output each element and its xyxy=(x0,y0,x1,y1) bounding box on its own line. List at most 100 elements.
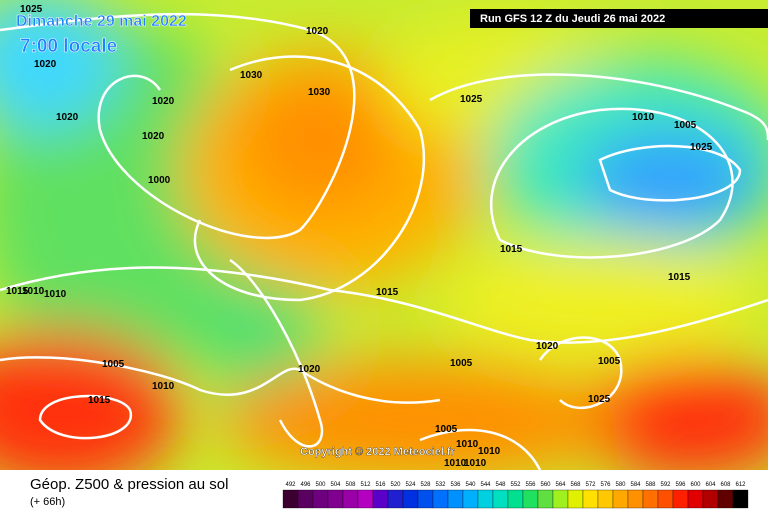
legend-label: 528 xyxy=(420,482,431,488)
legend-cell xyxy=(417,489,434,509)
legend-cell xyxy=(687,489,704,509)
legend-label: 520 xyxy=(390,482,401,488)
isobar-label: 1010 xyxy=(44,289,67,300)
isobar-label: 1010 xyxy=(22,286,45,297)
legend-label: 556 xyxy=(525,482,536,488)
legend-label: 516 xyxy=(375,482,386,488)
isobar-label: 1015 xyxy=(668,272,691,283)
legend-label: 592 xyxy=(660,482,671,488)
legend-label: 568 xyxy=(570,482,581,488)
legend-label: 564 xyxy=(555,482,566,488)
isobar-label: 1010 xyxy=(632,112,655,123)
legend-label: 492 xyxy=(285,482,296,488)
isobars xyxy=(0,12,768,471)
legend-label: 572 xyxy=(585,482,596,488)
legend-label: 532 xyxy=(435,482,446,488)
isobar-label: 1005 xyxy=(102,359,125,370)
legend-cell xyxy=(627,489,644,509)
legend-label: 540 xyxy=(465,482,476,488)
legend-cell xyxy=(612,489,629,509)
legend-cell xyxy=(657,489,674,509)
isobar-label: 1020 xyxy=(142,131,165,142)
isobar-label: 1005 xyxy=(674,120,697,131)
isobar-label: 1025 xyxy=(20,4,43,15)
isobar-label: 1015 xyxy=(6,286,29,297)
isobar-label: 1005 xyxy=(450,358,473,369)
legend-label: 560 xyxy=(540,482,551,488)
isobar-label: 1010 xyxy=(152,381,175,392)
legend-cell xyxy=(597,489,614,509)
legend-cell xyxy=(507,489,524,509)
run-box xyxy=(470,9,768,28)
legend-label: 536 xyxy=(450,482,461,488)
legend-label: 496 xyxy=(300,482,311,488)
isobar-label: 1010 xyxy=(444,458,467,469)
legend-cell xyxy=(297,489,314,509)
legend-label: 588 xyxy=(645,482,656,488)
legend-cell xyxy=(357,489,374,509)
legend-cell xyxy=(537,489,554,509)
isobar-label: 1025 xyxy=(588,394,611,405)
copyright: Copyright © 2022 Meteociel.fr xyxy=(300,446,456,458)
isobar-label: 1010 xyxy=(464,458,487,469)
legend-cell xyxy=(492,489,509,509)
legend-cell xyxy=(582,489,599,509)
isobar-label: 1010 xyxy=(456,439,479,450)
legend-label: 608 xyxy=(720,482,731,488)
legend-cell xyxy=(462,489,479,509)
isobar-label: 1025 xyxy=(690,142,713,153)
legend-cell xyxy=(372,489,389,509)
legend-label: 576 xyxy=(600,482,611,488)
legend-label: 544 xyxy=(480,482,491,488)
legend-label: 552 xyxy=(510,482,521,488)
isobar-label: 1015 xyxy=(376,287,399,298)
legend-cell xyxy=(642,489,659,509)
run: Run GFS 12 Z du Jeudi 26 mai 2022 xyxy=(480,13,665,25)
legend-cell xyxy=(477,489,494,509)
isobar-label: 1020 xyxy=(56,112,79,123)
isobar-label: 1010 xyxy=(478,446,501,457)
legend-cell xyxy=(282,489,299,509)
legend-label: 596 xyxy=(675,482,686,488)
isobar-label: 1030 xyxy=(308,87,331,98)
legend-cell xyxy=(567,489,584,509)
isobar-labels: 1025102010201030103010201020102510101005… xyxy=(0,0,713,469)
isobar-label: 1020 xyxy=(34,59,57,70)
legend-cell xyxy=(402,489,419,509)
footer-title: Géop. Z500 & pression au sol xyxy=(30,476,228,493)
isobar-label: 1015 xyxy=(88,395,111,406)
field xyxy=(0,0,768,490)
legend-cell xyxy=(522,489,539,509)
legend-label: 524 xyxy=(405,482,416,488)
isobar-label: 1025 xyxy=(460,94,483,105)
date: Dimanche 29 mai 2022 xyxy=(16,13,187,30)
legend-cell xyxy=(732,489,749,509)
isobar-label: 1005 xyxy=(598,356,621,367)
legend-cell xyxy=(552,489,569,509)
isobar-label: 1015 xyxy=(500,244,523,255)
isobar-label: 1020 xyxy=(536,341,559,352)
legend-cell xyxy=(447,489,464,509)
isobar-label: 1020 xyxy=(152,96,175,107)
isobar-label: 1020 xyxy=(306,26,329,37)
legend-cell xyxy=(702,489,719,509)
legend-label: 600 xyxy=(690,482,701,488)
legend-cell xyxy=(342,489,359,509)
legend-label: 580 xyxy=(615,482,626,488)
legend-cell xyxy=(327,489,344,509)
legend-label: 508 xyxy=(345,482,356,488)
legend-cell xyxy=(387,489,404,509)
legend-cell xyxy=(312,489,329,509)
legend-label: 584 xyxy=(630,482,641,488)
legend-label: 548 xyxy=(495,482,506,488)
legend-cell xyxy=(672,489,689,509)
legend-cell xyxy=(432,489,449,509)
legend-label: 512 xyxy=(360,482,371,488)
footer-lead: (+ 66h) xyxy=(30,496,65,508)
isobar-label: 1010 xyxy=(0,0,23,3)
legend-label: 604 xyxy=(705,482,716,488)
legend: 492 496 500 504 508 512 516 520 524 528 532 536 540 5… xyxy=(282,482,749,509)
time: 7:00 locale xyxy=(20,36,117,57)
